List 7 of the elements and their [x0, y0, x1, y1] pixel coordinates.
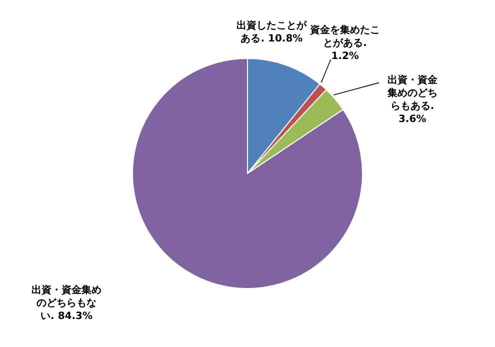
slice-label: 資金を集めたことがある. [309, 24, 380, 50]
data-label: 1.2% [331, 51, 359, 62]
slice-label: 出資したことがある. 10.8% [236, 19, 308, 44]
data-label: 3.6% [398, 114, 426, 126]
slice-label: 出資・資金集めのどちらもない. 84.3% [32, 284, 102, 322]
pie-slice [132, 58, 363, 289]
slice-label: 出資・資金集めのどちらもある. [386, 74, 438, 112]
